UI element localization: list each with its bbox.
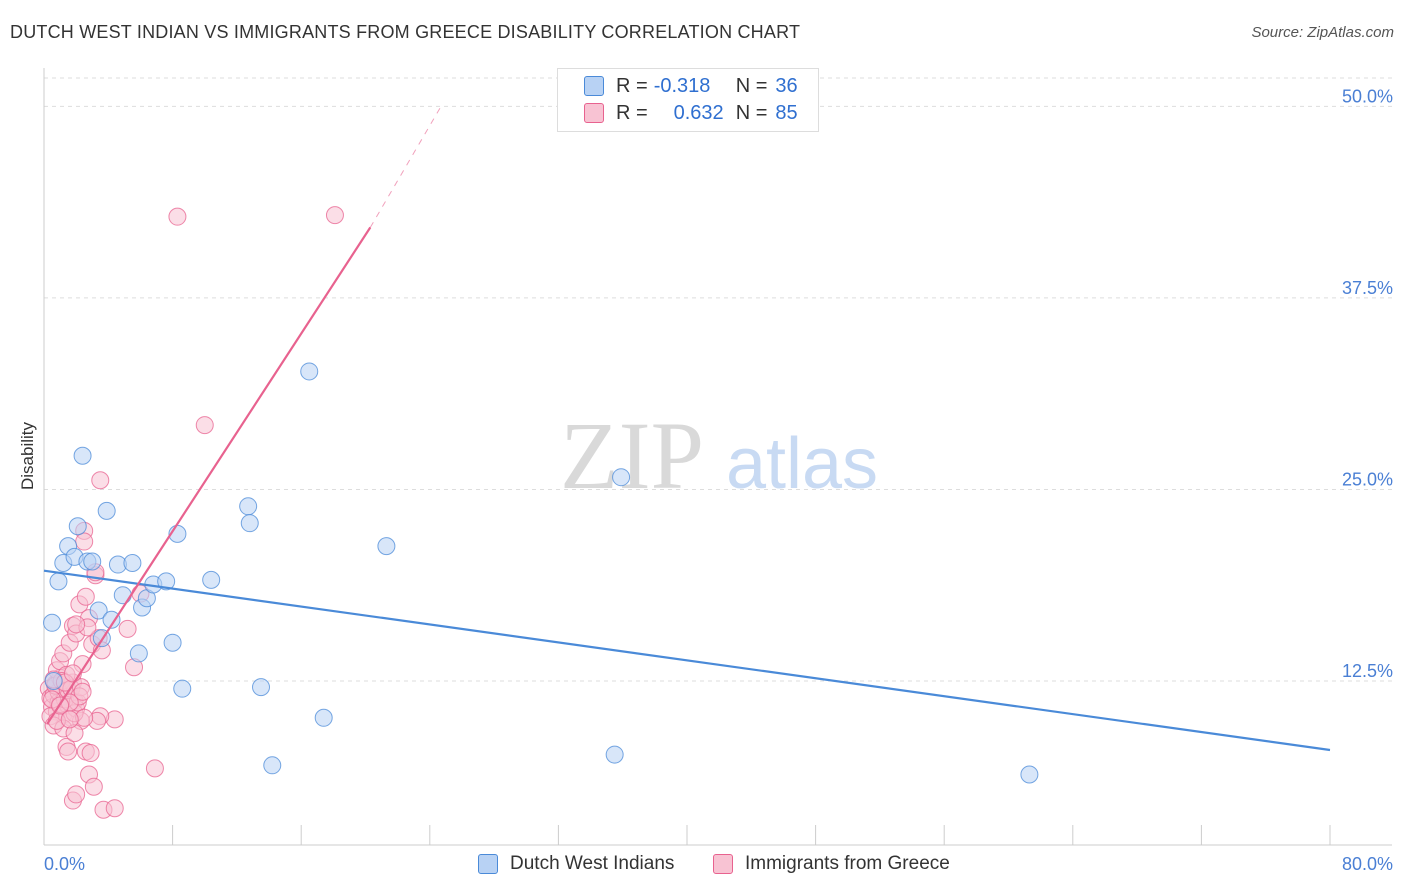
source-label: Source: ZipAtlas.com xyxy=(1251,24,1394,41)
point-dutch-west-indians xyxy=(252,678,271,697)
point-dutch-west-indians xyxy=(123,554,142,573)
legend-n-value-blue: 36 xyxy=(775,74,798,97)
point-immigrants-from-greece xyxy=(118,619,137,638)
tick-labels: 12.5% 25.0% 37.5% 50.0% 0.0% 80.0% xyxy=(44,86,1393,874)
legend-n-label: N = xyxy=(735,101,768,124)
legend-n-label: N = xyxy=(735,74,768,97)
point-dutch-west-indians xyxy=(1020,765,1039,784)
point-immigrants-from-greece xyxy=(168,207,187,226)
legend-row-blue: R = -0.318 N = 36 xyxy=(584,74,798,98)
watermark-atlas: atlas xyxy=(726,424,878,504)
point-immigrants-from-greece xyxy=(91,471,110,490)
point-dutch-west-indians xyxy=(240,514,259,533)
point-dutch-west-indians xyxy=(73,446,92,465)
point-dutch-west-indians xyxy=(49,572,68,591)
legend-swatch-blue xyxy=(584,76,604,96)
y-tick-label: 50.0% xyxy=(1342,86,1393,106)
point-immigrants-from-greece xyxy=(60,710,79,729)
point-immigrants-from-greece xyxy=(195,416,214,435)
chart-title: DUTCH WEST INDIAN VS IMMIGRANTS FROM GRE… xyxy=(10,22,801,42)
watermark-zip: ZIP xyxy=(560,402,704,509)
point-dutch-west-indians xyxy=(89,601,108,620)
point-dutch-west-indians xyxy=(173,679,192,698)
y-tick-label: 12.5% xyxy=(1342,661,1393,681)
point-immigrants-from-greece xyxy=(76,587,95,606)
point-immigrants-from-greece xyxy=(67,615,86,634)
legend-n-value-pink: 85 xyxy=(775,101,798,124)
bottom-legend-label-pink: Immigrants from Greece xyxy=(745,853,950,874)
legend-r-value-pink: 0.632 xyxy=(673,101,724,124)
point-dutch-west-indians xyxy=(68,517,87,536)
point-immigrants-from-greece xyxy=(73,682,92,701)
point-immigrants-from-greece xyxy=(325,206,344,225)
legend-r-label: R = xyxy=(616,74,648,97)
point-dutch-west-indians xyxy=(43,613,62,632)
trend-line-immigrants-from-greece xyxy=(46,226,372,725)
bottom-legend-swatch-blue xyxy=(478,854,498,874)
axes xyxy=(43,68,1392,846)
point-dutch-west-indians xyxy=(83,552,102,571)
point-immigrants-from-greece xyxy=(75,532,94,551)
point-dutch-west-indians xyxy=(300,362,319,381)
legend-swatch-pink xyxy=(584,103,604,123)
x-tick-label-min: 0.0% xyxy=(44,854,85,874)
point-dutch-west-indians xyxy=(113,586,132,605)
point-dutch-west-indians xyxy=(44,672,63,691)
point-immigrants-from-greece xyxy=(84,777,103,796)
point-dutch-west-indians xyxy=(612,468,631,487)
point-dutch-west-indians xyxy=(239,497,258,516)
watermark: ZIP atlas xyxy=(560,402,878,509)
legend-row-pink: R = 0.632 N = 85 xyxy=(584,101,798,125)
legend-r-value-blue: -0.318 xyxy=(653,74,711,97)
legend-r-label: R = xyxy=(616,101,648,124)
point-dutch-west-indians xyxy=(157,572,176,591)
point-dutch-west-indians xyxy=(202,570,221,589)
bottom-legend-label-blue: Dutch West Indians xyxy=(510,853,675,874)
point-dutch-west-indians xyxy=(314,708,333,727)
point-dutch-west-indians xyxy=(97,501,116,520)
trend-lines xyxy=(43,106,1331,752)
x-tick-label-max: 80.0% xyxy=(1342,854,1393,874)
points-immigrants-from-greece xyxy=(39,206,344,819)
bottom-legend-pink: Immigrants from Greece xyxy=(713,852,950,876)
point-dutch-west-indians xyxy=(263,756,282,775)
y-tick-label: 25.0% xyxy=(1342,469,1393,489)
point-dutch-west-indians xyxy=(102,610,121,629)
points-dutch-west-indians xyxy=(43,362,1039,784)
point-dutch-west-indians xyxy=(605,745,624,764)
bottom-legend-blue: Dutch West Indians xyxy=(478,852,674,876)
point-dutch-west-indians xyxy=(377,537,396,556)
legend: R = -0.318 N = 36 R = 0.632 N = 85 xyxy=(557,68,819,132)
trend-line-dutch-west-indians xyxy=(43,569,1331,752)
trend-extension-immigrants-from-greece xyxy=(369,106,442,228)
point-dutch-west-indians xyxy=(163,633,182,652)
point-immigrants-from-greece xyxy=(81,744,100,763)
point-dutch-west-indians xyxy=(129,644,148,663)
point-immigrants-from-greece xyxy=(105,799,124,818)
point-immigrants-from-greece xyxy=(67,785,86,804)
point-immigrants-from-greece xyxy=(145,759,164,778)
point-immigrants-from-greece xyxy=(59,742,78,761)
bottom-legend-swatch-pink xyxy=(713,854,733,874)
y-tick-label: 37.5% xyxy=(1342,278,1393,298)
grid-lines xyxy=(44,77,1392,682)
